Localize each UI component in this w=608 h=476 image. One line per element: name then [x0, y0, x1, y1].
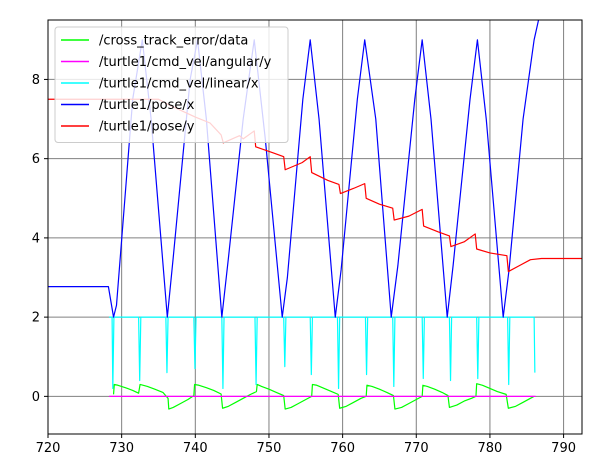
- series-line-2: [109, 316, 536, 390]
- y-tick-label: 4: [32, 231, 40, 246]
- y-tick-label: 2: [32, 311, 40, 326]
- series-line-3: [48, 20, 540, 318]
- series-line-0: [112, 383, 535, 410]
- axes: 720 730 740 750 760 770 780 790 0 2 4 6 8: [32, 73, 576, 456]
- y-tick-label: 8: [32, 73, 40, 88]
- x-tick-label: 750: [257, 441, 282, 456]
- x-tick-label: 760: [330, 441, 355, 456]
- y-tick-label: 6: [32, 152, 40, 167]
- plot-frame: [47, 19, 583, 435]
- legend-label: /turtle1/pose/y: [99, 120, 195, 135]
- legend-label: /cross_track_error/data: [99, 34, 248, 49]
- x-tick-label: 740: [183, 441, 208, 456]
- x-tick-label: 770: [404, 441, 429, 456]
- x-tick-label: 780: [478, 441, 503, 456]
- legend: /cross_track_error/data/turtle1/cmd_vel/…: [54, 26, 289, 143]
- legend-label: /turtle1/cmd_vel/linear/x: [99, 77, 259, 92]
- legend-label: /turtle1/pose/x: [99, 98, 195, 113]
- legend-label: /turtle1/cmd_vel/angular/y: [99, 55, 272, 70]
- legend-box: [54, 26, 289, 143]
- x-tick-label: 730: [109, 441, 134, 456]
- x-tick-label: 790: [551, 441, 576, 456]
- y-tick-label: 0: [32, 390, 40, 405]
- x-tick-label: 720: [36, 441, 61, 456]
